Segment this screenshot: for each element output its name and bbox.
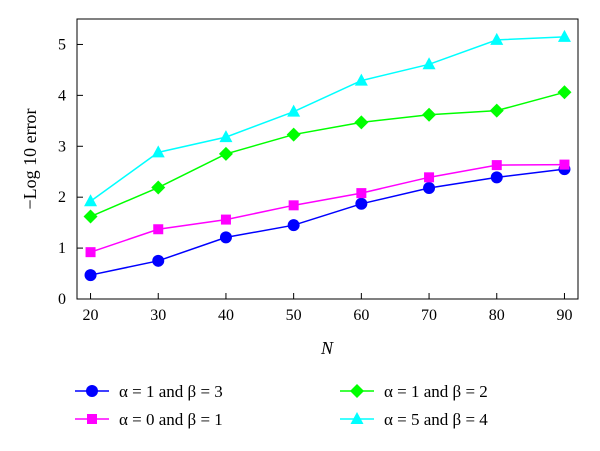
series-2 (85, 159, 570, 258)
data-point (219, 130, 233, 143)
legend-item: α = 0 and β = 1 (75, 410, 223, 429)
legend-label: α = 0 and β = 1 (119, 410, 223, 429)
data-point (490, 32, 504, 45)
legend-label: α = 5 and β = 4 (384, 410, 488, 429)
y-axis: 0 1 2 3 4 5 (58, 36, 83, 308)
x-tick-label: 30 (150, 307, 166, 324)
series-line (90, 168, 565, 276)
legend-marker (87, 414, 97, 424)
data-point (422, 107, 437, 122)
x-tick-label: 70 (421, 307, 437, 324)
series-line (90, 163, 565, 253)
data-point (287, 219, 300, 232)
series-3 (83, 85, 572, 224)
x-tick-label: 90 (556, 307, 572, 324)
data-point (287, 104, 301, 117)
data-point (84, 194, 98, 207)
legend-label: α = 1 and β = 2 (384, 382, 488, 401)
x-tick-label: 20 (83, 307, 99, 324)
data-point (220, 214, 231, 225)
data-point (288, 200, 299, 211)
legend-item: α = 1 and β = 3 (75, 382, 223, 401)
y-tick-label: 1 (58, 240, 66, 257)
legend: α = 1 and β = 3 α = 0 and β = 1 α = 1 and … (75, 382, 488, 429)
data-point (286, 127, 301, 142)
series-line (90, 91, 565, 218)
series-line (90, 36, 565, 202)
data-point (83, 209, 98, 224)
data-point (354, 73, 368, 86)
legend-label: α = 1 and β = 3 (119, 382, 223, 401)
data-point (557, 85, 572, 100)
series-1 (84, 163, 571, 282)
data-point (153, 224, 164, 235)
data-point (354, 115, 369, 130)
data-point (84, 269, 97, 282)
x-axis-title: N (320, 338, 334, 358)
x-tick-label: 40 (218, 307, 234, 324)
y-tick-label: 5 (58, 36, 66, 53)
legend-marker (350, 384, 364, 398)
data-point (490, 171, 503, 184)
data-point (151, 180, 166, 195)
x-axis: 20 30 40 50 60 70 80 90 (83, 293, 572, 324)
data-point (423, 182, 436, 195)
data-point (557, 29, 571, 42)
data-point (491, 160, 502, 171)
y-tick-label: 2 (58, 189, 66, 206)
data-point (219, 231, 232, 244)
data-point (489, 103, 504, 118)
data-point (152, 254, 165, 267)
legend-item: α = 1 and β = 2 (340, 382, 488, 401)
series-layer (83, 29, 572, 282)
legend-item: α = 5 and β = 4 (340, 410, 488, 429)
data-point (356, 188, 367, 199)
x-tick-label: 50 (286, 307, 302, 324)
series-4 (84, 29, 571, 207)
y-tick-label: 0 (58, 291, 66, 308)
y-axis-title: −Log 10 error (20, 108, 40, 209)
y-tick-label: 4 (58, 87, 66, 104)
plot-frame (76, 18, 579, 300)
data-point (424, 172, 435, 183)
data-point (355, 197, 368, 210)
y-tick-label: 3 (58, 138, 66, 155)
legend-marker (350, 412, 364, 424)
x-tick-label: 60 (353, 307, 369, 324)
x-tick-label: 80 (489, 307, 505, 324)
data-point (559, 159, 570, 170)
data-point (422, 57, 436, 70)
data-point (151, 145, 165, 158)
legend-marker (86, 385, 98, 397)
data-point (218, 146, 233, 161)
data-point (85, 247, 96, 258)
